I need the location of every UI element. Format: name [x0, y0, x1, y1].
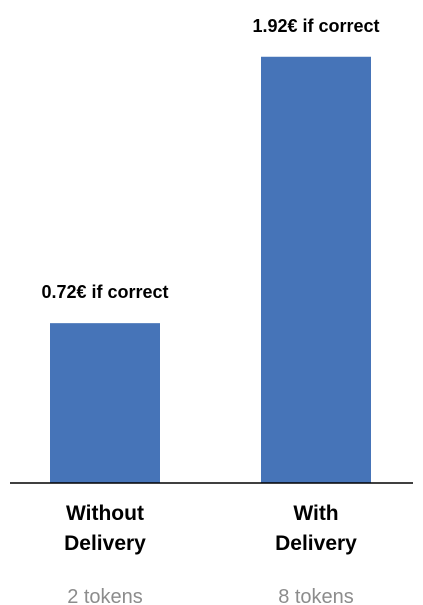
value-label-0: 0.72€ if correct — [41, 282, 168, 302]
value-label-1: 1.92€ if correct — [252, 16, 379, 36]
value-labels-group: 0.72€ if correct 1.92€ if correct — [41, 16, 379, 302]
bars-group — [50, 56, 371, 483]
category-labels-group: Without Delivery With Delivery — [64, 502, 357, 555]
category-label-1-line-1: Delivery — [275, 532, 357, 555]
token-labels-group: 2 tokens 8 tokens — [67, 586, 354, 605]
bar-0 — [50, 323, 160, 483]
category-label-0-line-1: Delivery — [64, 532, 146, 555]
token-label-0: 2 tokens — [67, 586, 143, 605]
category-label-0-line-0: Without — [66, 502, 144, 525]
bar-1 — [261, 56, 371, 483]
category-label-1-line-0: With — [293, 502, 338, 525]
token-label-1: 8 tokens — [278, 586, 354, 605]
